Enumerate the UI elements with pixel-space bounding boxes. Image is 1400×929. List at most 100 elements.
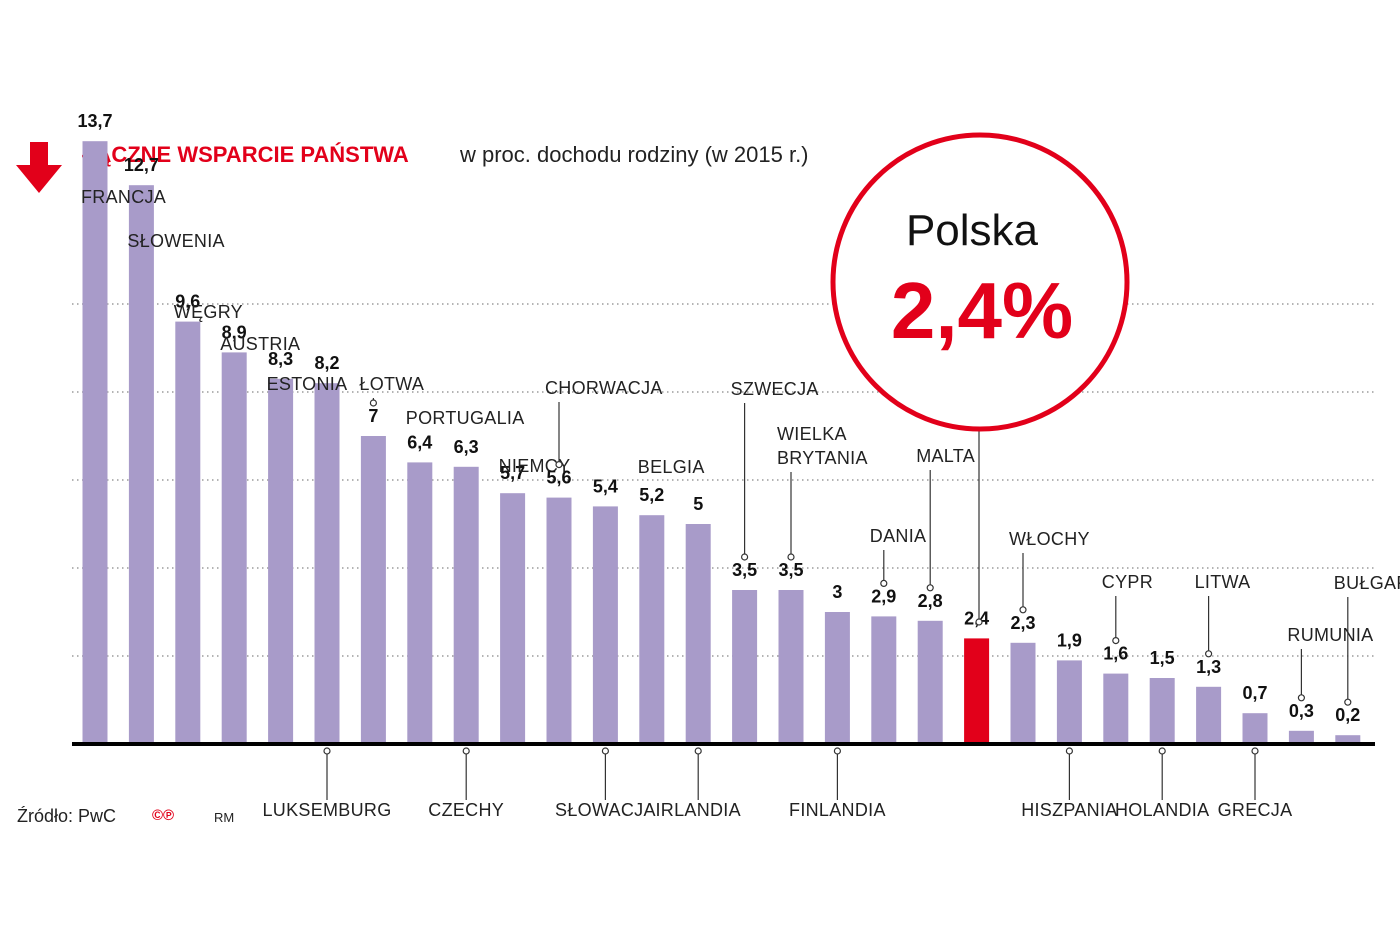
bar-niemcy: [500, 493, 526, 744]
value-label-bułgaria: 0,2: [1335, 705, 1360, 725]
country-label-finlandia: FINLANDIA: [789, 800, 886, 820]
leader-dot: [1344, 698, 1352, 706]
value-label-holandia: 1,5: [1150, 648, 1175, 668]
leader-dot: [1297, 694, 1306, 702]
value-label-słowenia: 12,7: [124, 155, 159, 175]
bar-włochy: [1010, 642, 1036, 744]
highlight-callout: Polska 2,4%: [830, 132, 1130, 626]
author-initials: RM: [214, 810, 234, 825]
value-label-finlandia: 3: [832, 582, 842, 602]
highlight-country: Polska: [906, 206, 1039, 255]
value-label-hiszpania: 1,9: [1057, 630, 1082, 650]
chart-title: ŁĄCZNE WSPARCIE PAŃSTWA: [82, 142, 409, 167]
leader-dot: [787, 553, 795, 561]
value-label-słowacja: 5,4: [593, 476, 618, 496]
country-label-grecja: GRECJA: [1218, 800, 1293, 820]
leader-dot: [555, 461, 563, 469]
bar-estonia: [268, 378, 294, 744]
leader-dot: [323, 747, 331, 755]
value-label-belgia: 5,2: [639, 485, 664, 505]
value-label-rumunia: 0,3: [1289, 701, 1314, 721]
bar-austria: [221, 352, 247, 744]
value-label-luksemburg: 8,2: [314, 353, 339, 373]
bar-portugalia: [407, 462, 433, 744]
country-label-niemcy: NIEMCY: [499, 456, 571, 476]
value-label-węgry: 9,6: [175, 292, 200, 312]
country-label-cypr: CYPR: [1102, 572, 1153, 592]
leader-dot: [926, 584, 934, 592]
value-label-malta: 2,8: [918, 591, 943, 611]
bar-litwa: [1196, 686, 1222, 744]
bar-słowenia: [128, 185, 154, 744]
value-label-dania: 2,9: [871, 586, 896, 606]
source-note: Źródło: PwC: [17, 806, 116, 826]
leader-dot: [740, 553, 749, 561]
leader-dot: [1112, 636, 1120, 645]
country-label-dania: DANIA: [870, 526, 927, 546]
bar-grecja: [1242, 713, 1268, 744]
country-label-chorwacja: CHORWACJA: [545, 378, 663, 398]
bar-łotwa: [360, 436, 386, 744]
footer: Źródło: PwC ©℗ RM: [17, 806, 234, 826]
leader-dot: [369, 399, 377, 407]
value-label-łotwa: 7: [368, 406, 378, 426]
arrow-down-icon: [16, 142, 62, 193]
bar-wielka-brytania: [778, 590, 804, 744]
leader-dot: [601, 747, 610, 755]
bar-luksemburg: [314, 383, 340, 744]
chart-subtitle: w proc. dochodu rodziny (w 2015 r.): [459, 142, 809, 167]
country-label-estonia: ESTONIA: [267, 374, 348, 394]
country-label-rumunia: RUMUNIA: [1287, 625, 1373, 645]
country-label-czechy: CZECHY: [428, 800, 504, 820]
country-label-łotwa: ŁOTWA: [359, 374, 424, 394]
bar-holandia: [1149, 678, 1175, 744]
value-label-polska: 2,4: [964, 608, 989, 628]
country-label-bułgaria: BUŁGARIA: [1334, 573, 1400, 593]
leader-dot: [1204, 650, 1213, 658]
bar-czechy: [453, 466, 479, 744]
bar-irlandia: [685, 524, 711, 744]
leader-dot: [694, 747, 702, 755]
bars: [82, 141, 1361, 744]
leader-dot: [880, 579, 888, 588]
value-label-czechy: 6,3: [454, 437, 479, 457]
country-label-szwecja: SZWECJA: [731, 379, 819, 399]
bar-belgia: [639, 515, 665, 744]
bar-dania: [871, 616, 897, 744]
country-label-austria: AUSTRIA: [220, 334, 300, 354]
bar-szwecja: [732, 590, 758, 744]
country-label-portugalia: PORTUGALIA: [406, 408, 525, 428]
gridlines: [72, 303, 1375, 657]
leader-dot: [1251, 747, 1259, 755]
value-label-estonia: 8,3: [268, 349, 293, 369]
leader-dot: [462, 747, 470, 755]
value-label-chorwacja: 5,6: [546, 468, 571, 488]
leader-dot: [1065, 747, 1074, 755]
value-label-austria: 8,9: [222, 322, 247, 342]
value-label-francja: 13,7: [77, 111, 112, 131]
bar-chorwacja: [546, 497, 572, 744]
bar-polska: [964, 638, 990, 744]
bar-rumunia: [1288, 730, 1314, 744]
leader-dot: [1019, 606, 1027, 614]
value-label-irlandia: 5: [693, 494, 703, 514]
country-label-malta: MALTA: [916, 446, 975, 466]
bar-hiszpania: [1056, 660, 1082, 744]
labels: 13,7 FRANCJA 12,7 SŁOWENIA 9,6WĘGRY8,9AUSTRI…: [77, 111, 1400, 820]
country-label-belgia: BELGIA: [638, 457, 705, 477]
leader-dot: [833, 747, 842, 755]
highlight-value: 2,4%: [891, 266, 1073, 355]
value-label-wielka-brytania: 3,5: [778, 560, 803, 580]
bar-finlandia: [824, 612, 850, 744]
bar-słowacja: [592, 506, 618, 744]
country-label-litwa: LITWA: [1195, 572, 1251, 592]
value-label-litwa: 1,3: [1196, 657, 1221, 677]
leader-dot: [1158, 747, 1166, 755]
country-label-włochy: WŁOCHY: [1009, 529, 1090, 549]
header: ŁĄCZNE WSPARCIE PAŃSTWA w proc. dochodu …: [16, 142, 809, 193]
value-label-niemcy: 5,7: [500, 463, 525, 483]
country-label-hiszpania: HISZPANIA: [1021, 800, 1117, 820]
value-label-portugalia: 6,4: [407, 432, 432, 452]
value-label-włochy: 2,3: [1010, 613, 1035, 633]
